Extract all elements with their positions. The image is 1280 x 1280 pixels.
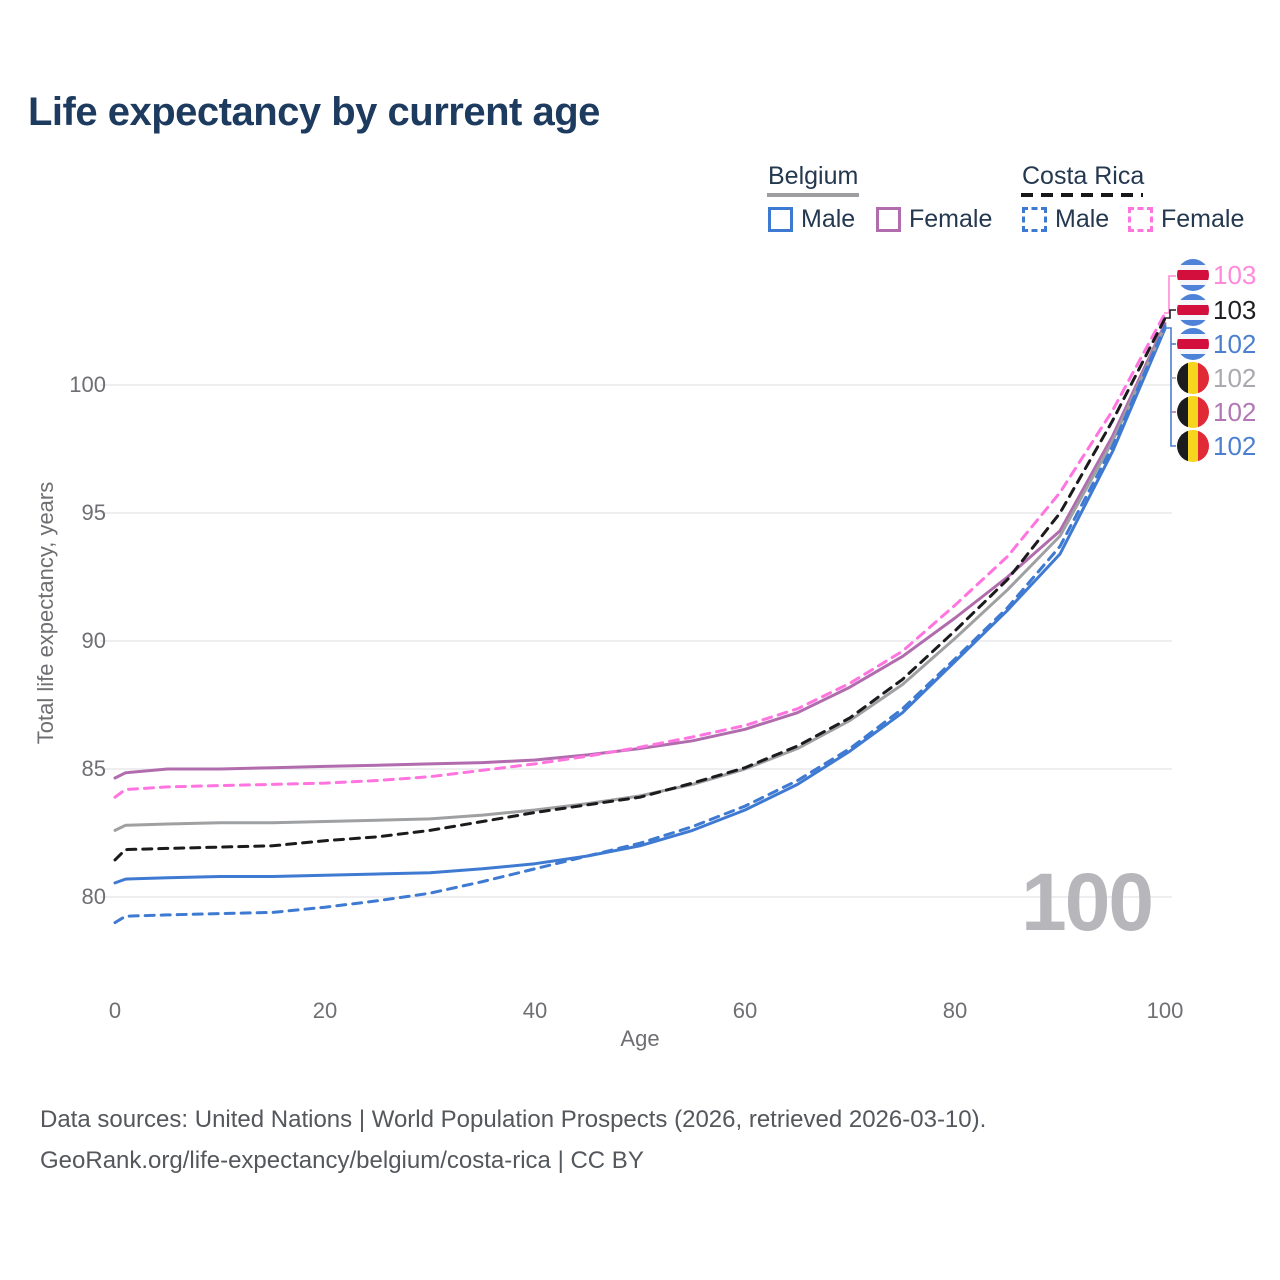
end-value-belgium-total: 102 <box>1213 363 1257 393</box>
belgium-flag-icon <box>1177 430 1209 462</box>
x-tick-0: 0 <box>108 998 122 1023</box>
x-tick-80: 80 <box>942 998 968 1023</box>
y-tick-85: 85 <box>81 756 106 781</box>
line-costa-rica-total <box>113 316 1167 862</box>
leader-line <box>1164 275 1176 314</box>
legend-item-belgium-male[interactable]: Male <box>768 205 855 234</box>
x-tick-100: 100 <box>1146 998 1184 1023</box>
belgium-male-swatch-icon <box>768 207 793 232</box>
y-tick-95: 95 <box>81 500 106 525</box>
belgium-solid-line-swatch <box>767 193 859 197</box>
y-tick-100: 100 <box>69 372 106 397</box>
end-value-costa-rica-male: 102 <box>1213 329 1257 359</box>
attribution-text: GeoRank.org/life-expectancy/belgium/cost… <box>40 1147 644 1174</box>
end-value-belgium-male: 102 <box>1213 431 1257 461</box>
y-axis-title: Total life expectancy, years <box>33 481 58 745</box>
age-watermark: 100 <box>1021 857 1154 948</box>
x-axis-title: Age <box>620 1026 660 1051</box>
leader-line <box>1164 309 1176 319</box>
legend-item-label: Male <box>1055 205 1110 233</box>
legend-item-costa-rica-female[interactable]: Female <box>1128 205 1244 234</box>
belgium-flag-icon <box>1177 362 1209 394</box>
y-tick-90: 90 <box>81 628 106 653</box>
line-belgium-female <box>113 322 1167 780</box>
x-tick-60: 60 <box>732 998 758 1023</box>
end-value-belgium-female: 102 <box>1213 397 1257 427</box>
belgium-flag-icon <box>1177 396 1209 428</box>
costa-rica-female-swatch-icon <box>1128 207 1153 232</box>
end-value-costa-rica-female: 103 <box>1213 260 1257 290</box>
costa-rica-flag-icon <box>1177 294 1209 326</box>
legend-item-costa-rica-male[interactable]: Male <box>1022 205 1109 234</box>
line-costa-rica-female <box>113 311 1167 799</box>
costa-rica-dashed-line-swatch <box>1021 193 1143 197</box>
costa-rica-male-swatch-icon <box>1022 207 1047 232</box>
line-belgium-male <box>113 327 1167 885</box>
legend-item-label: Female <box>909 205 993 233</box>
line-costa-rica-male <box>113 324 1167 925</box>
legend-item-label: Female <box>1161 205 1245 233</box>
line-belgium-total <box>113 324 1167 832</box>
leader-line <box>1164 327 1176 447</box>
legend-group-belgium: Belgium <box>768 162 859 190</box>
belgium-female-swatch-icon <box>876 207 901 232</box>
legend-item-belgium-female[interactable]: Female <box>876 205 992 234</box>
data-sources-text: Data sources: United Nations | World Pop… <box>40 1106 987 1133</box>
costa-rica-flag-icon <box>1177 259 1209 291</box>
costa-rica-flag-icon <box>1177 328 1209 360</box>
legend-group-costa-rica: Costa Rica <box>1022 162 1145 190</box>
x-tick-20: 20 <box>312 998 338 1023</box>
end-value-costa-rica-total: 103 <box>1213 295 1257 325</box>
x-tick-40: 40 <box>522 998 548 1023</box>
y-tick-80: 80 <box>81 884 106 909</box>
chart-title: Life expectancy by current age <box>28 90 600 134</box>
legend-item-label: Male <box>801 205 856 233</box>
